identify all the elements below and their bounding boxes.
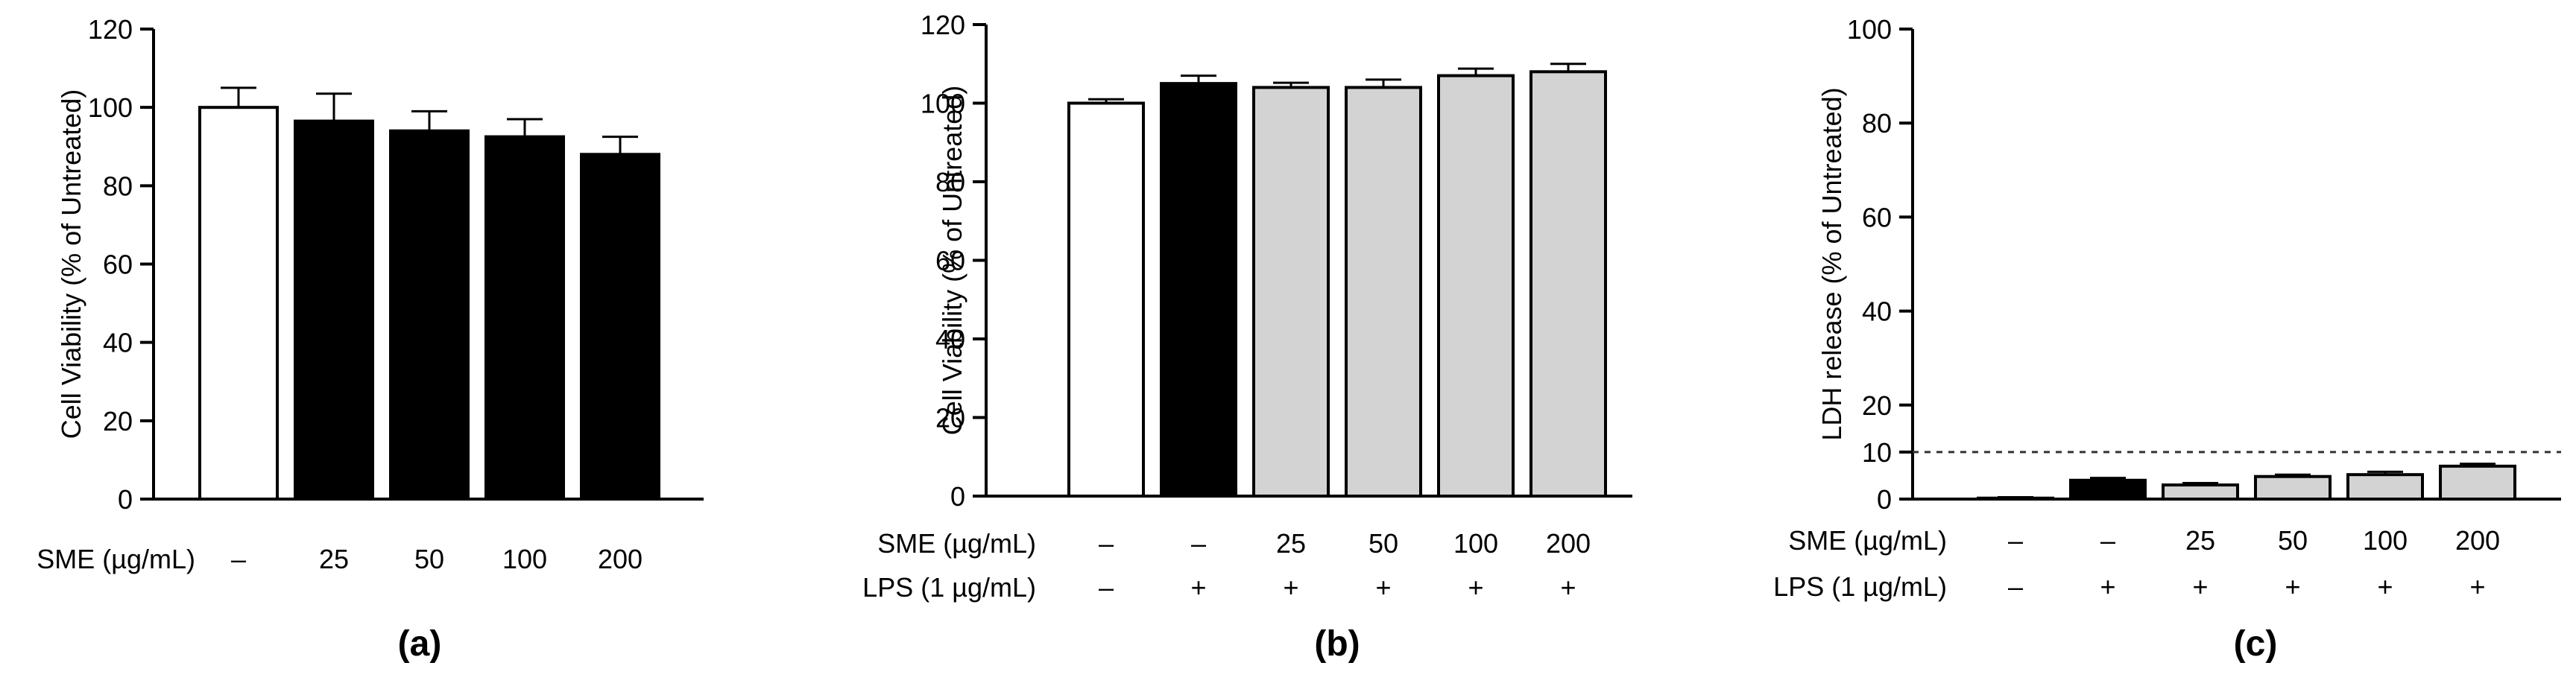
- category-label: 25: [2185, 525, 2215, 556]
- category-label: 25: [1276, 528, 1306, 559]
- category-label: +: [1375, 572, 1391, 603]
- y-tick-label: 80: [1862, 108, 1892, 139]
- panel-label: (a): [398, 624, 442, 664]
- category-label: 200: [2455, 525, 2500, 556]
- bar: [198, 106, 279, 501]
- bar: [1437, 74, 1515, 498]
- bar: [294, 119, 374, 501]
- row-label: SME (µg/mL): [1788, 525, 1947, 556]
- bar: [389, 129, 470, 501]
- category-label: 100: [1453, 528, 1498, 559]
- category-label: 50: [2278, 525, 2308, 556]
- bar: [1345, 86, 1422, 498]
- category-label: +: [2285, 571, 2300, 602]
- bar: [484, 135, 565, 501]
- category-label: 200: [1546, 528, 1591, 559]
- panel-a: 0 20 40 60 80 100 120 Cell Viability (% of Untr…: [37, 14, 704, 664]
- category-label: 100: [502, 544, 547, 574]
- category-label: +: [1283, 572, 1298, 603]
- y-tick-label: 20: [103, 406, 133, 437]
- bar: [2346, 473, 2424, 501]
- bar: [2162, 483, 2239, 501]
- panel-label: (b): [1314, 624, 1360, 664]
- y-tick-label: 100: [88, 92, 133, 123]
- y-tick-label: 80: [103, 171, 133, 201]
- category-label: –: [1099, 528, 1114, 559]
- y-tick-label: 20: [935, 403, 965, 434]
- category-label: –: [231, 544, 246, 574]
- y-axis-title: Cell Viability (% of Untreated): [937, 86, 967, 436]
- category-label: +: [2192, 571, 2208, 602]
- bar: [2439, 464, 2516, 501]
- bar: [580, 153, 660, 501]
- category-label: –: [1099, 572, 1114, 603]
- y-axis-title: LDH release (% of Untreated): [1816, 87, 1847, 440]
- category-label: +: [1560, 572, 1576, 603]
- category-label: 25: [319, 544, 349, 574]
- y-tick-label: 0: [1877, 484, 1892, 515]
- y-tick-label: 80: [935, 167, 965, 197]
- category-label: –: [2008, 525, 2023, 556]
- bar: [1067, 101, 1145, 498]
- category-label: +: [2377, 571, 2393, 602]
- row-label: SME (µg/mL): [877, 528, 1036, 559]
- bar: [1530, 70, 1607, 498]
- category-label: 100: [2363, 525, 2408, 556]
- y-tick-label: 40: [1862, 296, 1892, 327]
- category-label: +: [2100, 571, 2115, 602]
- panel-c: 0 10 20 40 60 80 100 LDH release (% of Untreate…: [1773, 14, 2561, 664]
- category-label: +: [2469, 571, 2485, 602]
- y-axis-title: Cell Viability (% of Untreated): [56, 89, 86, 439]
- y-tick-label: 10: [1862, 437, 1892, 468]
- category-label: –: [2008, 571, 2023, 602]
- panel-label: (c): [2234, 624, 2278, 664]
- y-tick-label: 60: [935, 246, 965, 276]
- bar: [1160, 82, 1237, 498]
- y-tick-label: 60: [103, 250, 133, 280]
- y-tick-label: 0: [118, 484, 133, 515]
- category-label: 200: [598, 544, 643, 574]
- bar: [1252, 86, 1330, 498]
- y-tick-label: 100: [1847, 14, 1892, 45]
- category-label: +: [1468, 572, 1483, 603]
- y-tick-label: 120: [88, 14, 133, 45]
- panel-b: 0 20 40 60 80 100 120 Cell Viability (% of Untr…: [862, 10, 1632, 664]
- y-tick-label: 40: [935, 324, 965, 355]
- bar: [2254, 474, 2332, 501]
- y-tick-label: 120: [921, 10, 965, 40]
- y-tick-label: 0: [950, 481, 965, 512]
- y-tick-label: 60: [1862, 202, 1892, 232]
- category-label: +: [1190, 572, 1206, 603]
- row-label: SME (µg/mL): [37, 544, 195, 574]
- category-label: 50: [1368, 528, 1398, 559]
- row-label: LPS (1 µg/mL): [1773, 571, 1947, 602]
- category-label: –: [1191, 528, 1206, 559]
- category-label: 50: [414, 544, 444, 574]
- y-tick-label: 40: [103, 328, 133, 358]
- y-tick-label: 20: [1862, 390, 1892, 421]
- row-label: LPS (1 µg/mL): [862, 572, 1036, 603]
- y-tick-label: 100: [921, 89, 965, 119]
- bar: [2069, 478, 2147, 501]
- category-label: –: [2100, 525, 2115, 556]
